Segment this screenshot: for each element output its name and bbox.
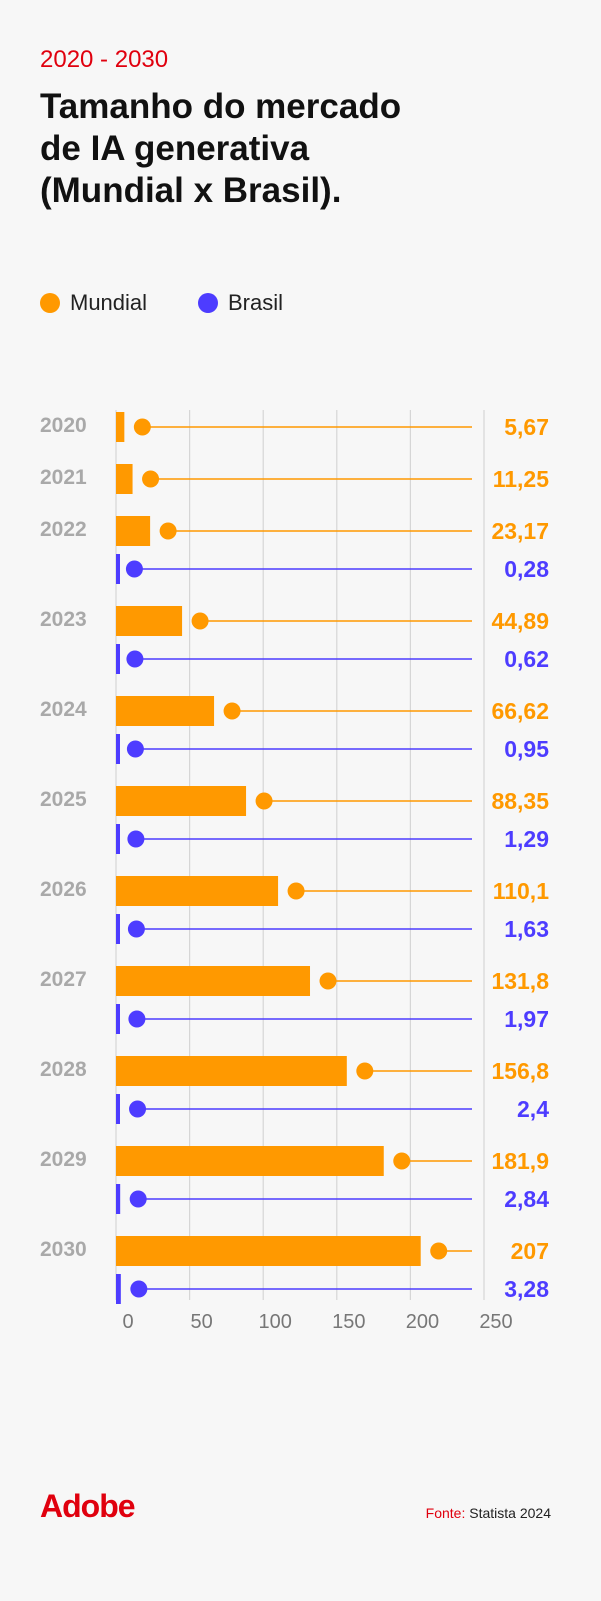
value-label-brasil-2026: 1,63 xyxy=(504,916,549,942)
year-label-2027: 2027 xyxy=(40,968,87,991)
value-label-mundial-2026: 110,1 xyxy=(493,878,549,904)
value-label-mundial-2030: 207 xyxy=(511,1238,549,1264)
value-label-mundial-2027: 131,8 xyxy=(491,968,549,994)
bar-mundial-2023 xyxy=(116,606,183,636)
year-label-2025: 2025 xyxy=(40,788,87,811)
value-label-brasil-2022: 0,28 xyxy=(504,556,549,582)
year-label-2021: 2021 xyxy=(40,466,87,489)
bar-brasil-2024 xyxy=(116,734,120,764)
bar-brasil-2023 xyxy=(116,644,120,674)
value-label-mundial-2025: 88,35 xyxy=(491,788,549,814)
bar-mundial-2021 xyxy=(116,464,133,494)
bar-mundial-2025 xyxy=(116,786,247,816)
bar-brasil-2028 xyxy=(116,1094,120,1124)
legend-label-brasil: Brasil xyxy=(228,290,284,315)
bar-mundial-2026 xyxy=(116,876,279,906)
year-range-subtitle: 2020 - 2030 xyxy=(40,46,169,73)
value-label-brasil-2030: 3,28 xyxy=(504,1276,549,1302)
bar-mundial-2020 xyxy=(116,412,125,442)
value-label-brasil-2024: 0,95 xyxy=(504,736,549,762)
year-label-2020: 2020 xyxy=(40,414,87,437)
year-label-2030: 2030 xyxy=(40,1238,87,1261)
dot-brasil-2022 xyxy=(125,560,143,578)
bar-brasil-2022 xyxy=(116,554,120,584)
dot-mundial-2023 xyxy=(191,612,209,630)
value-label-mundial-2028: 156,8 xyxy=(491,1058,549,1084)
dot-mundial-2028 xyxy=(356,1062,374,1080)
chart-title: Tamanho do mercado de IA generativa (Mun… xyxy=(40,86,401,212)
bar-brasil-2026 xyxy=(116,914,120,944)
dot-brasil-2024 xyxy=(126,740,144,758)
x-tick-label-0: 0 xyxy=(122,1311,133,1333)
value-label-brasil-2025: 1,29 xyxy=(504,826,549,852)
legend-dot-brasil xyxy=(198,293,218,313)
bar-brasil-2025 xyxy=(116,824,120,854)
year-label-2022: 2022 xyxy=(40,518,87,541)
dot-brasil-2026 xyxy=(127,920,145,938)
legend-item-brasil: Brasil xyxy=(198,290,283,316)
value-label-mundial-2022: 23,17 xyxy=(491,518,549,544)
dot-mundial-2025 xyxy=(255,792,273,810)
value-label-brasil-2028: 2,4 xyxy=(517,1096,549,1122)
bar-mundial-2024 xyxy=(116,696,215,726)
legend-item-mundial: Mundial xyxy=(40,290,147,316)
source-note: Fonte: Statista 2024 xyxy=(426,1505,551,1521)
dot-brasil-2023 xyxy=(126,650,144,668)
bar-brasil-2029 xyxy=(116,1184,121,1214)
dot-mundial-2026 xyxy=(287,882,305,900)
year-label-2026: 2026 xyxy=(40,878,87,901)
dot-mundial-2020 xyxy=(133,418,151,436)
source-label: Fonte: xyxy=(425,1505,466,1521)
x-tick-label-50: 50 xyxy=(190,1311,212,1333)
x-tick-label-100: 100 xyxy=(259,1311,292,1333)
title-line-3: (Mundial x Brasil). xyxy=(40,171,342,210)
dot-mundial-2022 xyxy=(159,522,177,540)
dot-brasil-2030 xyxy=(130,1280,148,1298)
dot-mundial-2027 xyxy=(319,972,337,990)
x-tick-label-250: 250 xyxy=(479,1311,512,1333)
bar-brasil-2030 xyxy=(116,1274,121,1304)
dot-brasil-2025 xyxy=(127,830,145,848)
bar-mundial-2028 xyxy=(116,1056,347,1086)
dot-brasil-2027 xyxy=(128,1010,146,1028)
dot-mundial-2024 xyxy=(223,702,241,720)
value-label-mundial-2024: 66,62 xyxy=(491,698,549,724)
value-label-mundial-2029: 181,9 xyxy=(491,1148,549,1174)
legend-label-mundial: Mundial xyxy=(70,290,148,315)
value-label-mundial-2023: 44,89 xyxy=(491,608,549,634)
bar-mundial-2022 xyxy=(116,516,151,546)
bar-mundial-2030 xyxy=(116,1236,421,1266)
year-label-2023: 2023 xyxy=(40,608,87,631)
legend-dot-mundial xyxy=(40,293,60,313)
value-label-mundial-2020: 5,67 xyxy=(504,414,549,440)
title-line-1: Tamanho do mercado xyxy=(40,87,402,126)
bar-brasil-2027 xyxy=(116,1004,120,1034)
bar-mundial-2029 xyxy=(116,1146,384,1176)
source-value: Statista 2024 xyxy=(469,1505,551,1521)
dot-mundial-2021 xyxy=(142,470,160,488)
dot-mundial-2029 xyxy=(393,1152,411,1170)
value-label-brasil-2023: 0,62 xyxy=(504,646,549,672)
value-label-mundial-2021: 11,25 xyxy=(493,466,549,492)
bar-mundial-2027 xyxy=(116,966,311,996)
dot-mundial-2030 xyxy=(430,1242,448,1260)
year-label-2028: 2028 xyxy=(40,1058,87,1081)
title-line-2: de IA generativa xyxy=(40,129,310,168)
value-label-brasil-2029: 2,84 xyxy=(504,1186,549,1212)
dot-brasil-2029 xyxy=(129,1190,147,1208)
x-tick-label-200: 200 xyxy=(406,1311,439,1333)
year-label-2029: 2029 xyxy=(40,1148,87,1171)
adobe-logo: Adobe xyxy=(40,1488,136,1524)
year-label-2024: 2024 xyxy=(40,698,87,721)
value-label-brasil-2027: 1,97 xyxy=(504,1006,549,1032)
x-tick-label-150: 150 xyxy=(332,1311,365,1333)
dot-brasil-2028 xyxy=(129,1100,147,1118)
